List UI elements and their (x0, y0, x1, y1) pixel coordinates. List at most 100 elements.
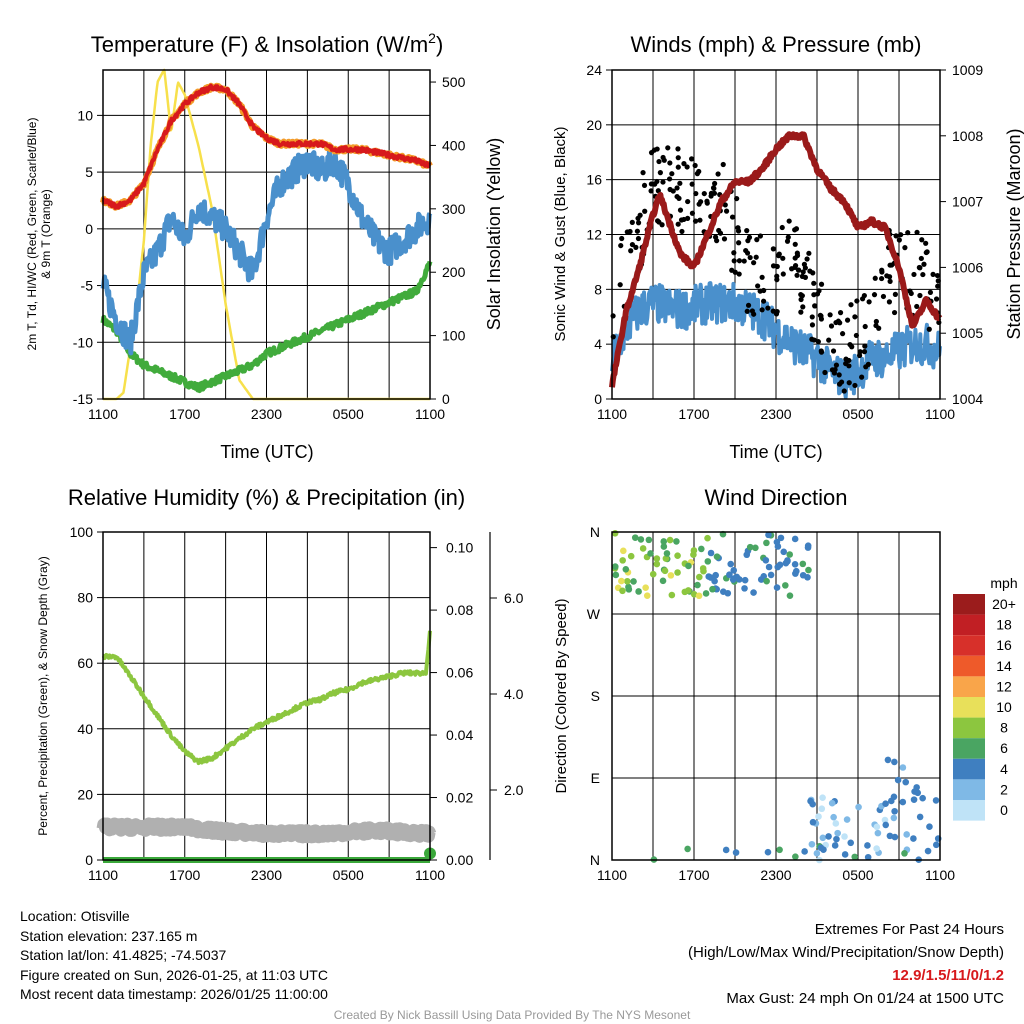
gust-point (809, 322, 816, 328)
chart-title: Relative Humidity (%) & Precipitation (i… (68, 485, 465, 510)
direction-point (674, 569, 681, 576)
direction-point (685, 562, 692, 570)
gust-point (753, 254, 759, 260)
direction-point (730, 567, 738, 574)
x-tick-label: 0500 (842, 406, 873, 422)
gust-point (836, 372, 842, 378)
x-tick-label: 1700 (678, 867, 709, 883)
y2-tick-label: 0.04 (446, 727, 473, 743)
direction-point (694, 581, 701, 589)
extremes-box: Extremes For Past 24 Hours (High/Low/Max… (688, 918, 1004, 1010)
direction-point (831, 842, 839, 849)
gust-point (670, 188, 676, 194)
gust-point (674, 185, 680, 191)
gust-point (757, 288, 763, 294)
series-sonic-wind (610, 281, 942, 400)
direction-point (890, 793, 898, 801)
gust-point (759, 307, 765, 313)
gust-point (642, 208, 648, 214)
x-tick-label: 0500 (333, 867, 364, 883)
gust-point (804, 256, 810, 262)
direction-point (726, 571, 733, 579)
direction-point (841, 851, 849, 858)
location-text: Location: Otisville (20, 908, 130, 924)
gust-point (812, 303, 818, 309)
gust-point (884, 273, 890, 279)
gust-point (735, 228, 742, 234)
right-tick-label: 0 (442, 391, 450, 407)
direction-point (932, 797, 940, 804)
gust-point (911, 271, 917, 278)
gust-point (859, 374, 865, 380)
direction-point (786, 592, 794, 599)
gust-point (696, 168, 702, 175)
gust-point (866, 299, 872, 305)
direction-point (750, 589, 757, 596)
direction-point (799, 560, 807, 568)
x-tick-label: 1100 (415, 406, 445, 422)
gust-point (685, 215, 691, 221)
right-tick-label: 400 (442, 137, 466, 153)
right-tick-label: 1007 (952, 194, 983, 210)
y-axis-label-line2: & 9m T (Orange) (39, 189, 53, 279)
gust-point (712, 180, 718, 187)
legend-label: 4 (1000, 761, 1008, 777)
y3-tick-label: 4.0 (504, 686, 524, 702)
chart-title: Temperature (F) & Insolation (W/m2) (91, 30, 444, 57)
gust-point (736, 240, 742, 246)
direction-point (916, 813, 924, 821)
direction-point (773, 584, 781, 591)
legend-swatch (953, 717, 985, 739)
direction-point (736, 576, 743, 583)
direction-point (635, 588, 642, 595)
x-axis-label: Time (UTC) (729, 442, 822, 462)
direction-point (637, 536, 645, 543)
direction-point (741, 576, 749, 584)
direction-point (661, 567, 669, 575)
direction-point (792, 853, 799, 860)
gust-point (852, 382, 858, 389)
direction-point (653, 560, 661, 568)
gust-point (675, 164, 681, 170)
direction-point (891, 807, 898, 815)
direction-point (914, 789, 922, 797)
gust-point (754, 237, 760, 243)
direction-point (813, 850, 821, 857)
direction-point (642, 584, 649, 591)
gust-point (857, 349, 863, 355)
direction-point (792, 567, 800, 575)
direction-point (894, 776, 902, 784)
gust-point (744, 228, 750, 234)
gust-point (681, 161, 687, 167)
gust-point (785, 234, 791, 240)
gust-point (635, 235, 642, 242)
direction-point (741, 585, 748, 592)
series-td (100, 149, 433, 356)
direction-point (910, 835, 917, 842)
gust-point (701, 190, 707, 197)
x-tick-label: 2300 (760, 406, 791, 422)
direction-point (819, 834, 827, 842)
gust-point (794, 252, 801, 259)
left-tick-label: -15 (73, 391, 93, 407)
gust-point (641, 182, 648, 189)
gust-point (689, 156, 695, 162)
left-tick-label: 80 (77, 590, 93, 606)
right-tick-label: 1004 (952, 391, 983, 407)
direction-point (890, 814, 898, 822)
gust-point (902, 245, 908, 251)
gust-point (818, 281, 825, 287)
y-tick-label: W (587, 606, 601, 622)
gust-point (629, 241, 636, 248)
direction-point (666, 536, 674, 544)
x-tick-label: 1100 (88, 867, 118, 883)
direction-point (620, 547, 627, 555)
direction-point (825, 833, 832, 840)
gust-point (661, 157, 667, 163)
gust-point (920, 271, 926, 278)
gust-point (849, 344, 855, 350)
direction-point (618, 577, 625, 585)
direction-point (834, 829, 841, 837)
legend-title: mph (990, 575, 1017, 591)
